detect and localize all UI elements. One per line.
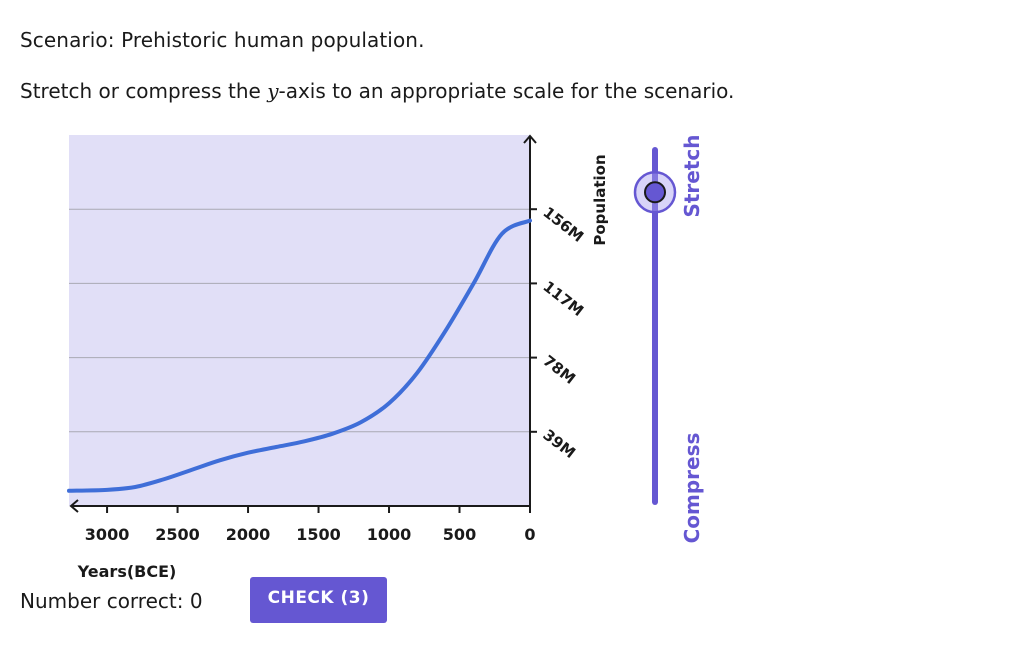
instruction-variable: y xyxy=(267,79,279,103)
y-tick-label: 78M xyxy=(540,352,579,388)
scenario-prefix: Scenario: xyxy=(20,28,115,52)
x-tick-label: 2500 xyxy=(155,525,200,544)
scenario-description: Prehistoric human population. xyxy=(121,28,425,52)
instruction-after: -axis to an appropriate scale for the sc… xyxy=(278,79,735,103)
y-tick-label: 156M xyxy=(540,203,588,246)
scenario-text: Scenario: Prehistoric human population. xyxy=(20,28,425,52)
x-tick-label: 3000 xyxy=(85,525,130,544)
number-correct-label: Number correct: xyxy=(20,589,184,613)
stretch-label: Stretch xyxy=(680,134,704,218)
compress-label: Compress xyxy=(680,432,704,544)
population-line xyxy=(67,218,532,493)
number-correct: Number correct: 0 xyxy=(20,589,203,613)
number-correct-value: 0 xyxy=(189,589,203,613)
x-tick-label: 0 xyxy=(524,525,535,544)
plot-area xyxy=(69,135,530,506)
x-tick-label: 2000 xyxy=(226,525,271,544)
y-axis-ticks: 156M 117M 78M 39M xyxy=(530,203,587,462)
x-axis-arrow xyxy=(69,499,79,513)
slider-thumb[interactable] xyxy=(644,181,666,204)
scale-slider[interactable] xyxy=(633,147,677,505)
x-tick-label: 1500 xyxy=(296,525,341,544)
x-axis-ticks: 3000 2500 2000 1500 1000 500 0 xyxy=(85,506,536,544)
axes xyxy=(69,134,537,513)
y-axis-label: Population xyxy=(591,154,609,245)
x-tick-label: 500 xyxy=(443,525,476,544)
y-tick-label: 39M xyxy=(540,426,579,462)
instruction-before: Stretch or compress the xyxy=(20,79,268,103)
x-tick-label: 1000 xyxy=(367,525,412,544)
instruction-text: Stretch or compress the y-axis to an app… xyxy=(20,79,734,103)
check-button[interactable]: CHECK (3) xyxy=(250,577,387,623)
y-axis-arrow xyxy=(523,134,537,144)
grid-lines xyxy=(69,208,530,433)
y-tick-label: 117M xyxy=(540,277,588,320)
x-axis-label: Years(BCE) xyxy=(77,562,177,581)
